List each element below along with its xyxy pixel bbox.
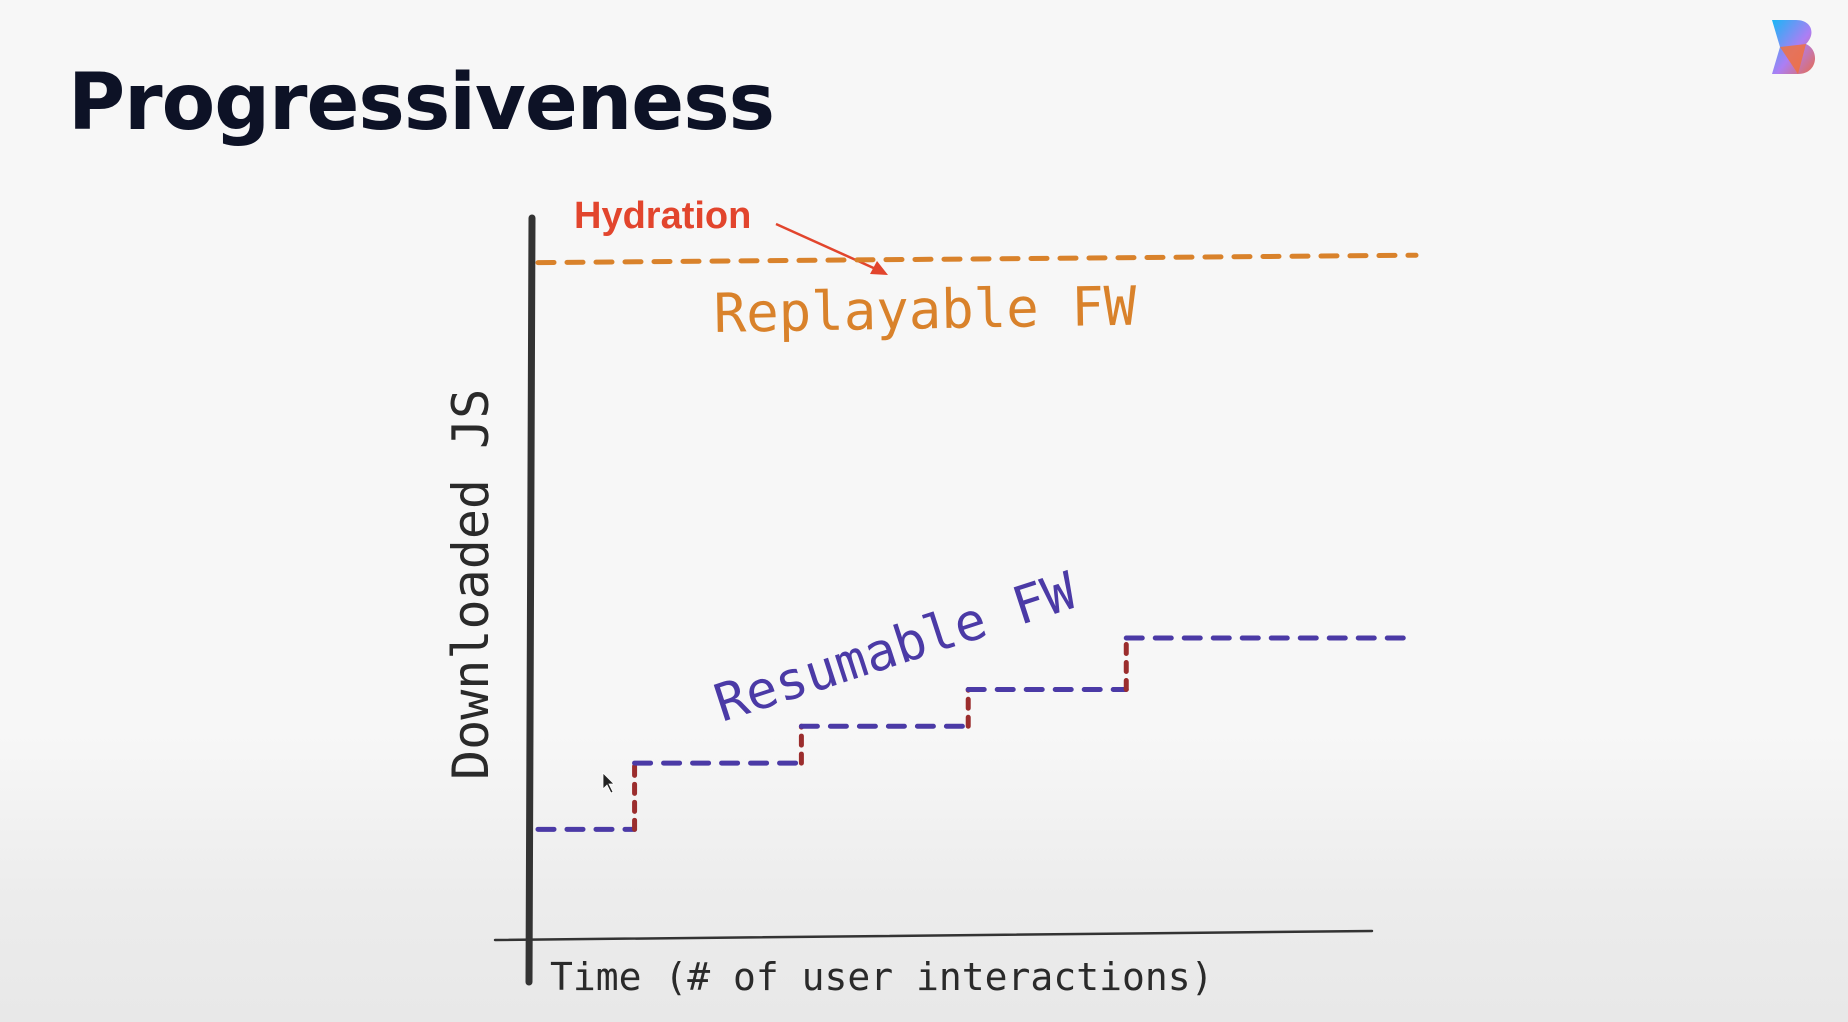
x-axis-line	[493, 929, 1374, 942]
x-axis-label: Time (# of user interactions)	[550, 955, 1213, 999]
series-segment-0-0	[535, 252, 1419, 266]
y-axis-label: Downloaded JS	[442, 389, 500, 780]
series-label-replayable: Replayable FW	[713, 275, 1137, 345]
hydration-annotation: Hydration	[574, 195, 751, 237]
series-layer	[535, 252, 1419, 832]
mouse-cursor-icon	[602, 772, 615, 794]
brand-logo-icon	[1772, 20, 1816, 74]
y-axis-line	[525, 214, 536, 986]
hydration-arrow-line	[775, 222, 879, 272]
hydration-arrow-head	[870, 261, 888, 275]
series-label-resumable: Resumable FW	[707, 561, 1083, 734]
page-title: Progressiveness	[68, 58, 775, 148]
